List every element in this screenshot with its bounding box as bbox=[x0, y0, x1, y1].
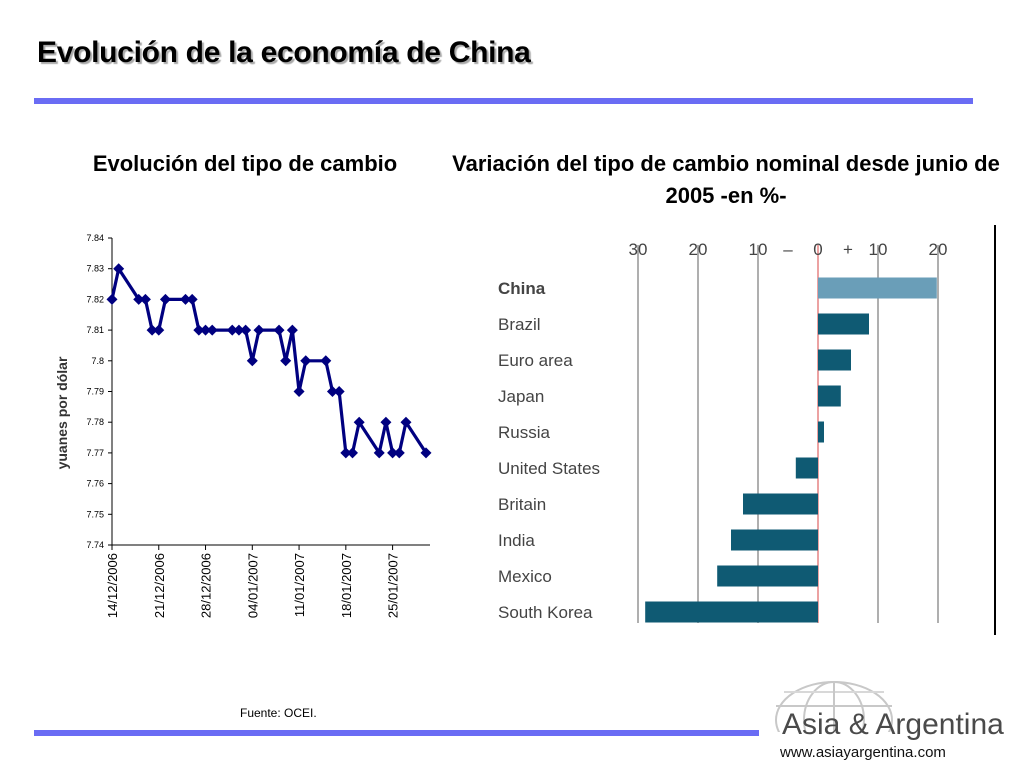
data-point bbox=[387, 447, 399, 459]
x-tick-label: 28/12/2006 bbox=[199, 553, 214, 618]
data-point bbox=[373, 447, 385, 459]
bar bbox=[818, 421, 824, 443]
page-title: Evolución de la economía de China bbox=[37, 36, 531, 69]
data-point bbox=[273, 324, 285, 336]
data-point bbox=[206, 324, 218, 336]
category-label: South Korea bbox=[498, 603, 593, 622]
y-tick-label: 7.76 bbox=[86, 479, 104, 489]
bar bbox=[818, 277, 937, 299]
bar bbox=[731, 529, 818, 551]
x-tick-label: 18/01/2007 bbox=[339, 553, 354, 618]
data-point bbox=[286, 324, 298, 336]
data-point bbox=[420, 447, 432, 459]
x-tick-label: 25/01/2007 bbox=[386, 553, 401, 618]
data-point bbox=[240, 324, 252, 336]
category-label: Britain bbox=[498, 495, 546, 514]
data-point bbox=[106, 293, 118, 305]
data-point bbox=[340, 447, 352, 459]
data-point bbox=[353, 416, 365, 428]
data-point bbox=[300, 355, 312, 367]
website-url[interactable]: www.asiayargentina.com bbox=[780, 744, 946, 761]
x-tick-label: 21/12/2006 bbox=[152, 553, 167, 618]
y-tick-label: 7.83 bbox=[86, 264, 104, 274]
bar bbox=[717, 565, 818, 587]
category-label: Japan bbox=[498, 387, 544, 406]
data-point bbox=[280, 355, 292, 367]
bar bbox=[743, 493, 818, 515]
data-point bbox=[253, 324, 265, 336]
y-tick-label: 7.75 bbox=[86, 509, 104, 519]
y-tick-label: 7.82 bbox=[86, 294, 104, 304]
category-label: Mexico bbox=[498, 567, 552, 586]
y-tick-label: 7.78 bbox=[86, 417, 104, 427]
source-note: Fuente: OCEI. bbox=[240, 706, 317, 720]
y-tick-label: 7.8 bbox=[91, 356, 104, 366]
data-point bbox=[246, 355, 258, 367]
data-point bbox=[347, 447, 359, 459]
data-point bbox=[333, 386, 345, 397]
x-tick-label: 20 bbox=[689, 240, 708, 259]
data-point bbox=[200, 324, 212, 336]
x-tick-label: – bbox=[783, 240, 793, 259]
x-tick-label: 20 bbox=[929, 240, 948, 259]
y-tick-label: 7.81 bbox=[86, 325, 104, 335]
data-point bbox=[226, 324, 238, 336]
data-point bbox=[179, 293, 191, 305]
data-point bbox=[159, 293, 171, 305]
y-tick-label: 7.79 bbox=[86, 387, 104, 397]
x-tick-label: 30 bbox=[629, 240, 648, 259]
data-point bbox=[146, 324, 158, 336]
data-point bbox=[139, 293, 151, 305]
x-tick-label: 14/12/2006 bbox=[105, 553, 120, 618]
data-point bbox=[113, 263, 125, 275]
data-point bbox=[380, 416, 392, 428]
bar bbox=[645, 601, 818, 623]
line-chart-title: Evolución del tipo de cambio bbox=[92, 151, 398, 176]
series-line bbox=[110, 267, 428, 455]
bar-chart-title: Variación del tipo de cambio nominal des… bbox=[452, 151, 1000, 208]
category-label: India bbox=[498, 531, 535, 550]
data-point bbox=[393, 447, 405, 459]
x-tick-label: 04/01/2007 bbox=[245, 553, 260, 618]
bar bbox=[818, 349, 851, 371]
data-point bbox=[233, 324, 245, 336]
x-tick-label: 10 bbox=[749, 240, 768, 259]
bar bbox=[818, 313, 869, 335]
category-label: China bbox=[498, 279, 546, 298]
category-label: Russia bbox=[498, 423, 551, 442]
data-point bbox=[193, 324, 205, 336]
top-divider bbox=[34, 98, 973, 104]
data-point bbox=[133, 293, 145, 305]
y-axis-label: yuanes por dólar bbox=[54, 356, 70, 469]
data-point bbox=[153, 324, 165, 336]
y-tick-label: 7.84 bbox=[86, 233, 104, 243]
category-label: Euro area bbox=[498, 351, 573, 370]
logo-name: Asia & Argentina bbox=[782, 708, 1004, 741]
category-label: United States bbox=[498, 459, 600, 478]
globe-icon bbox=[775, 681, 893, 732]
category-label: Brazil bbox=[498, 315, 541, 334]
x-tick-label: + bbox=[843, 240, 853, 259]
y-tick-label: 7.77 bbox=[86, 448, 104, 458]
x-tick-label: 11/01/2007 bbox=[292, 553, 307, 617]
x-tick-label: 0 bbox=[813, 240, 822, 259]
bar bbox=[795, 457, 818, 479]
data-point bbox=[400, 416, 412, 428]
data-point bbox=[186, 293, 198, 305]
exchange-rate-line-chart: yuanes por dólar 7.84 7.83 7.82 7.81 7.8 7.79… bbox=[54, 233, 432, 618]
data-point bbox=[293, 386, 305, 397]
bottom-divider bbox=[34, 730, 759, 736]
asia-argentina-logo: Asia & Argentina www.asiayargentina.com bbox=[774, 672, 1004, 768]
data-point bbox=[320, 355, 332, 367]
y-tick-label: 7.74 bbox=[86, 540, 104, 550]
x-tick-label: 10 bbox=[869, 240, 888, 259]
data-point bbox=[326, 386, 338, 397]
bar bbox=[818, 385, 841, 407]
